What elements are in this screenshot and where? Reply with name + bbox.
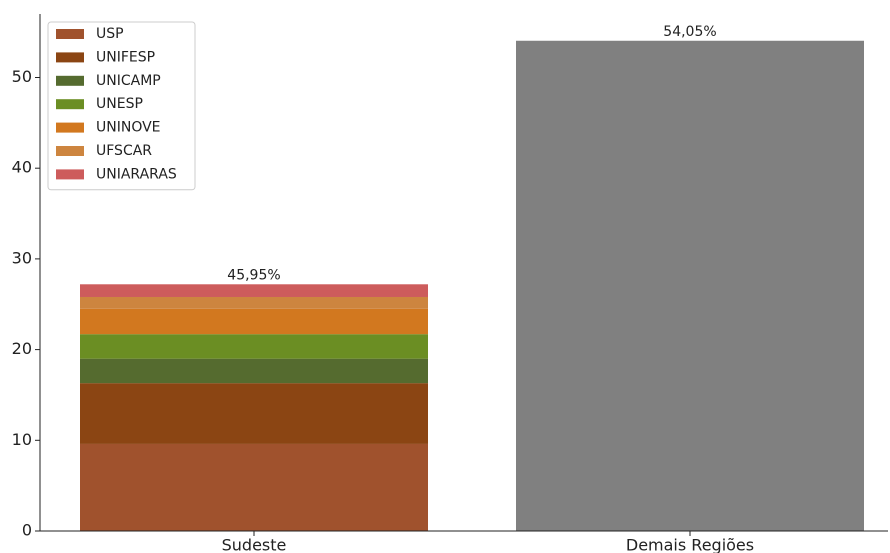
legend-label: UNESP bbox=[96, 96, 143, 112]
y-tick-label: 10 bbox=[12, 430, 32, 449]
y-tick-label: 20 bbox=[12, 339, 32, 358]
annotation: 45,95% bbox=[227, 267, 280, 283]
legend-swatch bbox=[56, 52, 84, 63]
legend-label: USP bbox=[96, 26, 124, 42]
bar-segment bbox=[80, 296, 428, 309]
y-tick-label: 0 bbox=[22, 521, 32, 540]
y-tick-label: 30 bbox=[12, 248, 32, 267]
x-tick-label: Sudeste bbox=[222, 536, 287, 553]
value-label: 54,05% bbox=[663, 24, 716, 40]
legend-swatch bbox=[56, 29, 84, 39]
bar-segment bbox=[80, 284, 428, 297]
bar-segment bbox=[80, 443, 428, 531]
legend-swatch bbox=[56, 122, 84, 133]
legend-label: UNICAMP bbox=[96, 73, 161, 89]
legend-swatch bbox=[56, 146, 84, 156]
bar-segment bbox=[516, 40, 864, 531]
legend-label: UNINOVE bbox=[96, 120, 161, 136]
legend-label: UFSCAR bbox=[96, 143, 152, 159]
x-tick-label: Demais Regiões bbox=[626, 536, 754, 553]
legend-label: UNIARARAS bbox=[96, 166, 177, 182]
legend-label: UNIFESP bbox=[96, 49, 155, 65]
legend-swatch bbox=[56, 169, 84, 180]
legend-box bbox=[47, 21, 196, 191]
legend-swatch bbox=[56, 99, 84, 110]
bar-segment bbox=[80, 334, 428, 359]
bar-segment bbox=[80, 383, 428, 444]
y-tick-label: 40 bbox=[12, 158, 32, 177]
bar-segment bbox=[80, 358, 428, 384]
legend-swatch bbox=[56, 75, 84, 86]
y-tick-label: 50 bbox=[12, 67, 32, 86]
bar-segment bbox=[80, 308, 428, 335]
